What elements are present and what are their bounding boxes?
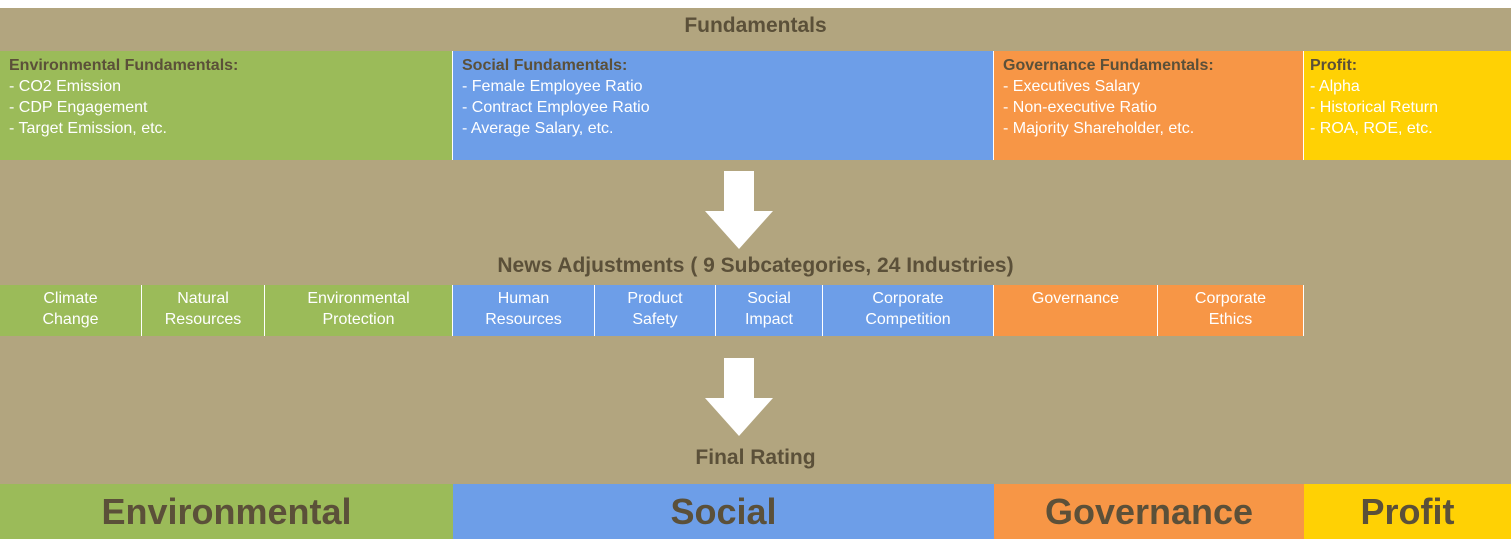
- fundamentals-title: Fundamentals: [684, 14, 827, 37]
- social-fundamentals-block: Social Fundamentals: - Female Employee R…: [453, 51, 994, 160]
- block-item: - Majority Shareholder, etc.: [1003, 120, 1195, 137]
- down-arrow-icon: [705, 358, 773, 436]
- subcategory-climate-change: Climate Change: [0, 285, 142, 336]
- final-governance: Governance: [994, 484, 1304, 539]
- final-profit: Profit: [1304, 484, 1511, 539]
- final-rating-title: Final Rating: [695, 446, 816, 469]
- block-item: - Female Employee Ratio: [462, 78, 643, 95]
- subcategory-label: Ethics: [1208, 311, 1253, 328]
- subcategory-corporate-competition: Corporate Competition: [823, 285, 994, 336]
- block-item: - Alpha: [1310, 78, 1360, 95]
- block-item: - Target Emission, etc.: [9, 120, 167, 137]
- block-heading: Social Fundamentals:: [462, 57, 628, 74]
- block-heading: Governance Fundamentals:: [1003, 57, 1214, 74]
- subcategory-label: Resources: [164, 311, 242, 328]
- subcategory-governance: Governance: [994, 285, 1158, 336]
- block-item: - Contract Employee Ratio: [462, 99, 650, 116]
- block-item: - Average Salary, etc.: [462, 120, 614, 137]
- final-environmental: Environmental: [0, 484, 453, 539]
- subcategory-human-resources: Human Resources: [453, 285, 595, 336]
- subcategory-label: Governance: [1031, 290, 1120, 307]
- subcategory-label: Corporate: [1194, 290, 1267, 307]
- block-item: - Non-executive Ratio: [1003, 99, 1157, 116]
- subcategory-label: Change: [42, 311, 99, 328]
- subcategory-label: Impact: [744, 311, 793, 328]
- subcategory-corporate-ethics: Corporate Ethics: [1158, 285, 1304, 336]
- subcategory-environmental-protection: Environmental Protection: [265, 285, 453, 336]
- subcategory-natural-resources: Natural Resources: [142, 285, 265, 336]
- diagram-canvas: Fundamentals Environmental Fundamentals:…: [0, 8, 1511, 539]
- block-item: - ROA, ROE, etc.: [1310, 120, 1433, 137]
- subcategory-label: Product: [627, 290, 683, 307]
- block-item: - Executives Salary: [1003, 78, 1140, 95]
- subcategory-label: Social: [747, 290, 791, 307]
- subcategory-social-impact: Social Impact: [716, 285, 823, 336]
- news-adjustments-title: News Adjustments ( 9 Subcategories, 24 I…: [497, 254, 1014, 277]
- subcategory-label: Human: [497, 290, 550, 307]
- down-arrow-icon: [705, 171, 773, 249]
- final-social: Social: [453, 484, 994, 539]
- governance-fundamentals-block: Governance Fundamentals: - Executives Sa…: [994, 51, 1304, 160]
- environmental-fundamentals-block: Environmental Fundamentals: - CO2 Emissi…: [0, 51, 453, 160]
- subcategory-label: Competition: [865, 311, 951, 328]
- subcategory-label: Protection: [322, 311, 395, 328]
- block-heading: Environmental Fundamentals:: [9, 57, 239, 74]
- profit-fundamentals-block: Profit: - Alpha - Historical Return - RO…: [1304, 51, 1511, 160]
- block-item: - CDP Engagement: [9, 99, 148, 116]
- subcategory-label: Corporate: [872, 290, 944, 307]
- subcategory-label: Resources: [485, 311, 562, 328]
- subcategory-label: Safety: [632, 311, 678, 328]
- subcategory-product-safety: Product Safety: [595, 285, 716, 336]
- subcategory-label: Environmental: [307, 290, 410, 307]
- block-heading: Profit:: [1310, 57, 1358, 74]
- subcategory-label: Natural: [177, 290, 229, 307]
- block-item: - CO2 Emission: [9, 78, 122, 95]
- block-item: - Historical Return: [1310, 99, 1439, 116]
- subcategory-label: Climate: [43, 290, 98, 307]
